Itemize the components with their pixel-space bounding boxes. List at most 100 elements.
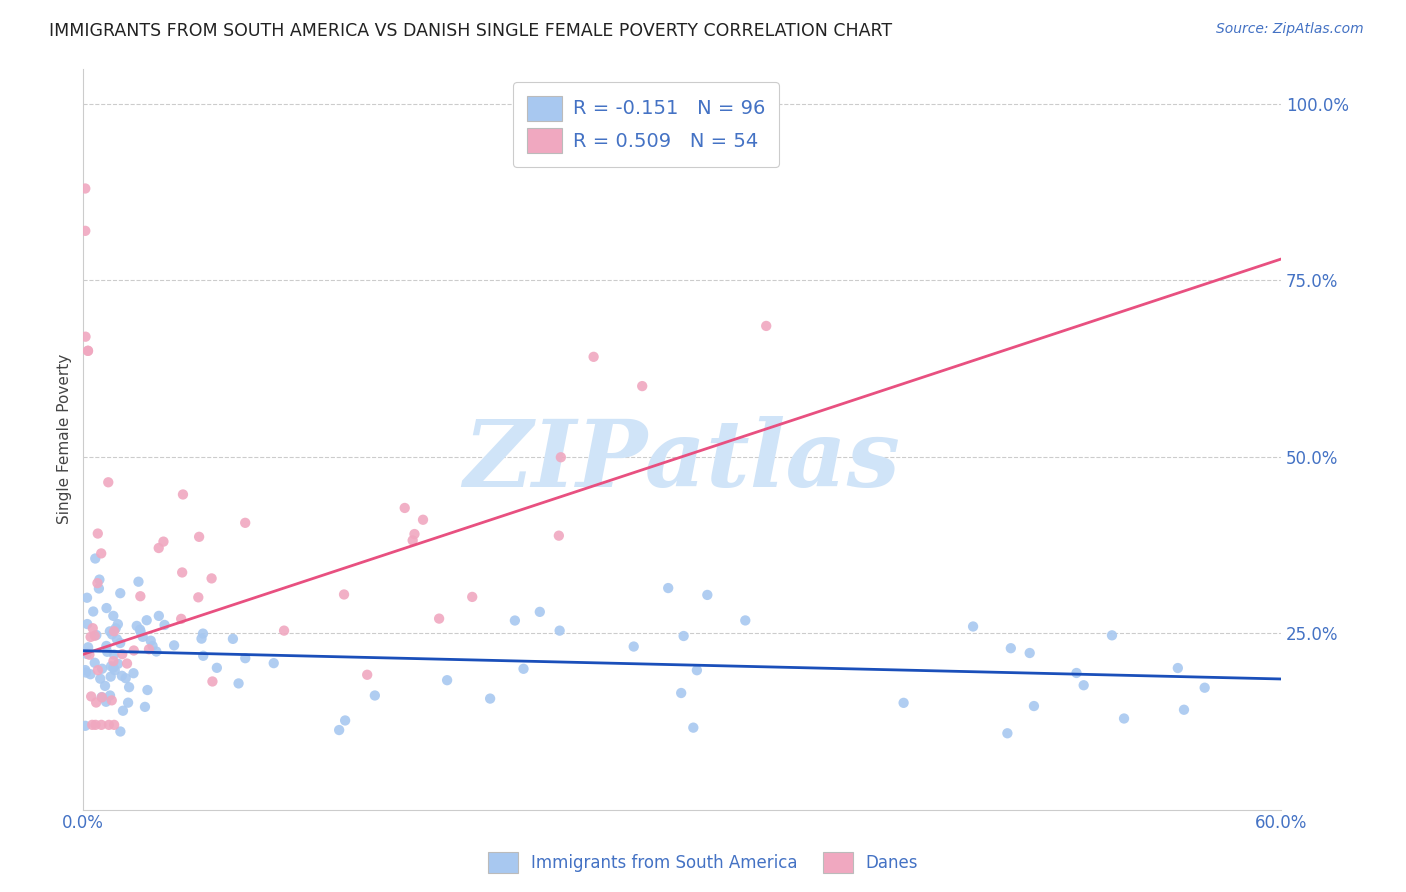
- Point: [153, 618, 176, 632]
- Point: [139, 633, 162, 648]
- Legend: Immigrants from South America, Danes: Immigrants from South America, Danes: [481, 846, 925, 880]
- Point: [76, 617, 98, 632]
- Point: [187, 591, 209, 605]
- Point: [79, 630, 101, 644]
- Point: [82, 605, 104, 619]
- Point: [138, 642, 160, 657]
- Point: [111, 669, 134, 683]
- Point: [152, 534, 174, 549]
- Point: [222, 632, 245, 646]
- Point: [412, 513, 434, 527]
- Point: [117, 696, 139, 710]
- Point: [82, 718, 104, 732]
- Point: [105, 632, 128, 647]
- Point: [101, 627, 124, 641]
- Text: IMMIGRANTS FROM SOUTH AMERICA VS DANISH SINGLE FEMALE POVERTY CORRELATION CHART: IMMIGRANTS FROM SOUTH AMERICA VS DANISH …: [49, 22, 893, 40]
- Point: [135, 613, 157, 627]
- Point: [104, 663, 127, 677]
- Point: [263, 656, 285, 670]
- Y-axis label: Single Female Poverty: Single Female Poverty: [58, 354, 72, 524]
- Point: [79, 648, 101, 662]
- Point: [98, 624, 121, 639]
- Point: [129, 624, 152, 639]
- Point: [356, 667, 378, 681]
- Point: [548, 624, 571, 638]
- Point: [96, 645, 118, 659]
- Point: [122, 643, 145, 657]
- Point: [1073, 678, 1095, 692]
- Point: [89, 573, 111, 587]
- Point: [328, 723, 350, 737]
- Point: [86, 576, 108, 591]
- Point: [148, 541, 170, 555]
- Point: [172, 566, 194, 580]
- Point: [118, 680, 141, 694]
- Point: [364, 689, 387, 703]
- Point: [90, 690, 112, 704]
- Point: [547, 529, 569, 543]
- Point: [104, 621, 127, 635]
- Point: [228, 676, 250, 690]
- Point: [582, 350, 605, 364]
- Point: [96, 601, 118, 615]
- Point: [122, 666, 145, 681]
- Point: [201, 674, 224, 689]
- Point: [97, 718, 120, 732]
- Point: [529, 605, 551, 619]
- Point: [205, 661, 228, 675]
- Point: [91, 662, 114, 676]
- Point: [83, 656, 105, 670]
- Point: [401, 533, 423, 548]
- Point: [1000, 641, 1022, 656]
- Point: [1066, 665, 1088, 680]
- Point: [103, 608, 125, 623]
- Point: [657, 581, 679, 595]
- Point: [191, 626, 214, 640]
- Point: [394, 500, 416, 515]
- Point: [77, 640, 100, 655]
- Point: [84, 696, 107, 710]
- Point: [107, 617, 129, 632]
- Point: [129, 623, 152, 637]
- Point: [75, 329, 97, 343]
- Point: [1194, 681, 1216, 695]
- Point: [80, 690, 103, 704]
- Point: [201, 571, 224, 585]
- Text: Source: ZipAtlas.com: Source: ZipAtlas.com: [1216, 22, 1364, 37]
- Point: [110, 586, 132, 600]
- Point: [132, 630, 155, 644]
- Point: [333, 587, 356, 601]
- Point: [75, 181, 97, 195]
- Point: [83, 629, 105, 643]
- Point: [503, 614, 526, 628]
- Point: [127, 574, 149, 589]
- Point: [550, 450, 572, 465]
- Point: [77, 343, 100, 358]
- Point: [125, 619, 148, 633]
- Point: [512, 662, 534, 676]
- Point: [479, 691, 502, 706]
- Point: [1101, 628, 1123, 642]
- Point: [76, 647, 98, 661]
- Point: [682, 721, 704, 735]
- Point: [103, 718, 125, 732]
- Point: [1167, 661, 1189, 675]
- Point: [190, 632, 212, 646]
- Point: [631, 379, 654, 393]
- Point: [100, 693, 122, 707]
- Point: [148, 608, 170, 623]
- Point: [77, 343, 100, 358]
- Point: [995, 726, 1018, 740]
- Point: [90, 546, 112, 560]
- Point: [962, 619, 984, 633]
- Point: [623, 640, 645, 654]
- Point: [82, 621, 104, 635]
- Point: [94, 679, 117, 693]
- Point: [1112, 711, 1135, 725]
- Point: [100, 670, 122, 684]
- Point: [461, 590, 484, 604]
- Point: [170, 612, 193, 626]
- Point: [188, 530, 211, 544]
- Point: [734, 614, 756, 628]
- Point: [76, 591, 98, 605]
